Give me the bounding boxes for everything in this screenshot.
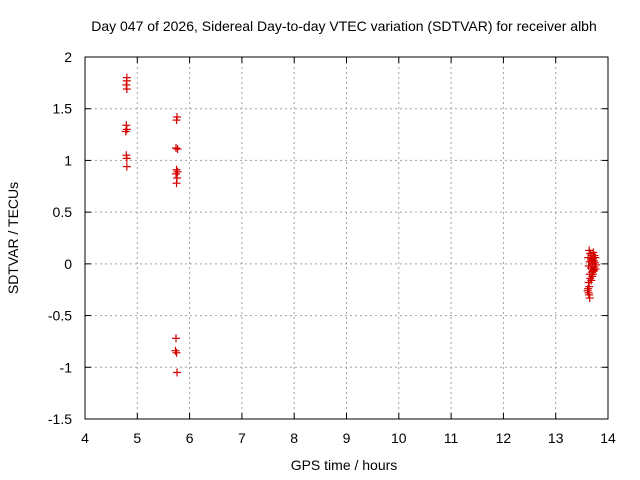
data-point-marker — [588, 272, 597, 281]
x-tick-label: 13 — [548, 430, 564, 446]
data-point-marker — [588, 254, 597, 263]
chart-title: Day 047 of 2026, Sidereal Day-to-day VTE… — [91, 18, 597, 34]
x-tick-label: 8 — [290, 430, 298, 446]
data-point-marker — [122, 154, 131, 163]
x-tick-label: 11 — [444, 430, 459, 446]
data-point-marker — [172, 144, 181, 153]
x-tick-label: 7 — [238, 430, 246, 446]
y-tick-label: 0 — [64, 256, 72, 272]
data-point-marker — [585, 293, 594, 302]
data-point-marker — [121, 127, 130, 136]
y-tick-labels: 2 1.5 1 0.5 0 -0.5 -1 -1.5 — [48, 49, 72, 427]
y-tick-label: 1 — [64, 152, 72, 168]
data-point-marker — [583, 286, 592, 295]
data-point-marker — [173, 145, 182, 154]
x-tick-labels: 4 5 6 7 8 9 10 11 12 13 14 — [81, 430, 616, 446]
data-point-marker — [172, 179, 181, 188]
data-point-marker — [172, 348, 181, 357]
y-tick-label: 0.5 — [53, 204, 73, 220]
data-point-marker — [172, 169, 181, 178]
y-tick-label: 1.5 — [53, 101, 73, 117]
axis-ticks — [84, 56, 609, 420]
data-points — [121, 73, 600, 377]
x-tick-label: 12 — [496, 430, 512, 446]
data-point-marker — [172, 116, 181, 125]
x-tick-label: 6 — [186, 430, 194, 446]
y-axis-label: SDTVAR / TECUs — [5, 182, 21, 294]
data-point-marker — [122, 162, 131, 171]
y-tick-label: -0.5 — [48, 308, 72, 324]
y-tick-label: -1 — [60, 359, 73, 375]
data-point-marker — [122, 85, 131, 94]
data-point-marker — [171, 346, 180, 355]
data-point-marker — [172, 334, 181, 343]
x-tick-label: 10 — [391, 430, 407, 446]
y-tick-label: 2 — [64, 49, 72, 65]
data-point-marker — [587, 276, 596, 285]
gridlines — [85, 57, 608, 419]
x-tick-label: 9 — [343, 430, 351, 446]
x-tick-label: 4 — [81, 430, 89, 446]
data-point-marker — [122, 125, 131, 134]
x-axis-label: GPS time / hours — [291, 457, 398, 473]
x-tick-label: 14 — [600, 430, 616, 446]
data-point-marker — [173, 368, 182, 377]
x-tick-label: 5 — [133, 430, 141, 446]
y-tick-label: -1.5 — [48, 411, 72, 427]
